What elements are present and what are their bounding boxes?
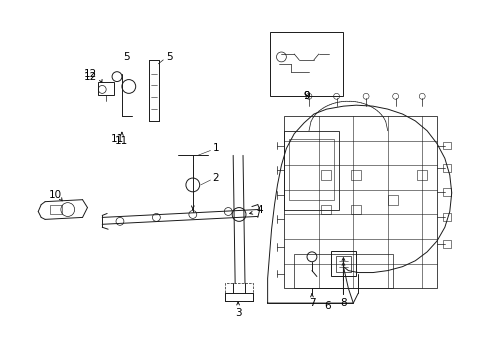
Bar <box>442 141 450 149</box>
Text: 10: 10 <box>48 190 61 200</box>
Text: 9: 9 <box>303 91 310 101</box>
Bar <box>350 204 361 215</box>
Text: 5: 5 <box>123 52 130 62</box>
Text: 8: 8 <box>340 298 346 308</box>
Bar <box>284 116 436 288</box>
Text: 11: 11 <box>115 136 128 145</box>
Bar <box>442 164 450 172</box>
Text: 5: 5 <box>166 52 172 62</box>
Text: 12: 12 <box>84 69 97 79</box>
Bar <box>225 283 252 301</box>
Text: 3: 3 <box>234 308 241 318</box>
Bar <box>289 139 333 200</box>
Text: 1: 1 <box>212 144 219 153</box>
Bar <box>98 82 114 95</box>
Bar <box>442 213 450 221</box>
Text: 11: 11 <box>110 134 123 144</box>
Bar <box>416 170 426 180</box>
Text: 4: 4 <box>256 204 263 215</box>
Bar <box>284 131 338 210</box>
Bar <box>387 195 397 204</box>
Bar <box>320 170 330 180</box>
Text: 9: 9 <box>303 91 310 101</box>
Bar <box>350 170 361 180</box>
Bar <box>320 204 330 215</box>
Text: 6: 6 <box>324 301 330 311</box>
Text: 7: 7 <box>308 298 315 308</box>
Bar <box>330 251 356 276</box>
Bar <box>294 254 392 288</box>
Bar <box>50 204 62 215</box>
Bar <box>442 240 450 248</box>
Bar <box>335 256 350 271</box>
Bar <box>269 32 343 96</box>
Text: 12: 12 <box>84 72 97 82</box>
Bar <box>442 188 450 196</box>
Text: 2: 2 <box>212 173 219 183</box>
